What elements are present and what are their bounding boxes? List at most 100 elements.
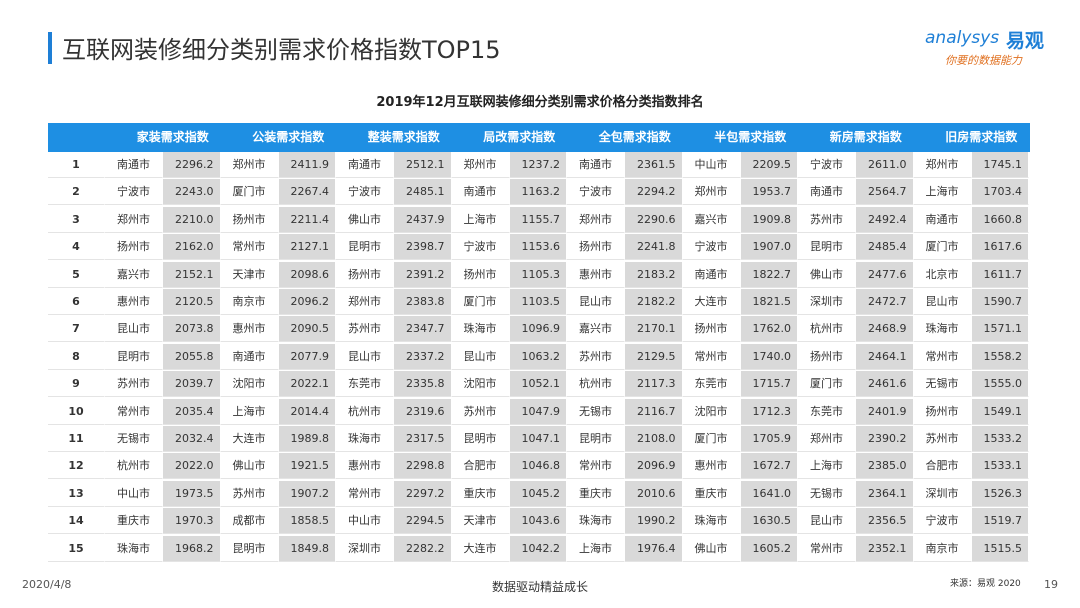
city: 东莞市 xyxy=(336,371,394,398)
city: 重庆市 xyxy=(451,480,510,507)
index-value: 1740.0 xyxy=(740,343,798,370)
footer-slogan: 数据驱动精益成长 xyxy=(491,580,588,594)
index-value: 1105.3 xyxy=(509,261,567,288)
index-value: 1558.2 xyxy=(971,343,1029,370)
index-value: 2129.5 xyxy=(625,343,683,370)
city: 宁波市 xyxy=(682,234,741,261)
city: 昆明市 xyxy=(105,343,163,370)
city: 昆山市 xyxy=(913,289,972,315)
city: 南通市 xyxy=(451,179,510,206)
rank: 4 xyxy=(48,234,105,261)
index-value: 2611.0 xyxy=(856,152,914,178)
city: 重庆市 xyxy=(682,480,741,507)
rank: 15 xyxy=(48,535,105,562)
index-value: 1745.1 xyxy=(971,152,1029,178)
city: 昆明市 xyxy=(220,535,279,562)
index-value: 1973.5 xyxy=(163,480,221,507)
city: 佛山市 xyxy=(798,261,856,288)
index-value: 2391.2 xyxy=(394,261,452,288)
city: 珠海市 xyxy=(336,426,394,452)
index-value: 2096.2 xyxy=(278,289,336,315)
city: 常州市 xyxy=(913,343,972,370)
city: 常州市 xyxy=(105,398,163,425)
city: 珠海市 xyxy=(105,535,163,562)
index-value: 2022.1 xyxy=(278,371,336,398)
index-value: 2182.2 xyxy=(625,289,683,315)
index-value: 1237.2 xyxy=(509,152,567,178)
index-value: 1990.2 xyxy=(625,508,683,535)
index-value: 2117.3 xyxy=(625,371,683,398)
city: 成都市 xyxy=(220,508,279,535)
index-value: 2296.2 xyxy=(163,152,221,178)
city: 扬州市 xyxy=(105,234,163,261)
city: 沈阳市 xyxy=(451,371,510,398)
index-value: 1641.0 xyxy=(740,480,798,507)
city: 厦门市 xyxy=(682,426,741,452)
rank: 9 xyxy=(48,371,105,398)
column-header: 旧房需求指数 xyxy=(945,130,1018,144)
city: 宁波市 xyxy=(105,179,163,206)
city: 无锡市 xyxy=(105,426,163,452)
city: 扬州市 xyxy=(220,206,279,233)
city: 宁波市 xyxy=(336,179,394,206)
city: 扬州市 xyxy=(913,398,972,425)
index-value: 1052.1 xyxy=(509,371,567,398)
logo-brand: analysys xyxy=(925,28,1000,48)
index-value: 1063.2 xyxy=(509,343,567,370)
city: 常州市 xyxy=(336,480,394,507)
city: 大连市 xyxy=(220,426,279,452)
column-header: 公装需求指数 xyxy=(252,130,325,144)
city: 东莞市 xyxy=(798,398,856,425)
logo-slogan: 你要的数据能力 xyxy=(945,54,1022,67)
city: 苏州市 xyxy=(913,426,972,452)
index-value: 1660.8 xyxy=(971,206,1029,233)
city: 合肥市 xyxy=(451,453,510,480)
index-value: 2383.8 xyxy=(394,289,452,315)
city: 昆明市 xyxy=(451,426,510,452)
city: 佛山市 xyxy=(682,535,741,562)
city: 常州市 xyxy=(682,343,741,370)
index-value: 1515.5 xyxy=(971,535,1029,562)
city: 宁波市 xyxy=(913,508,972,535)
city: 郑州市 xyxy=(913,152,972,178)
index-value: 2461.6 xyxy=(856,371,914,398)
index-value: 1672.7 xyxy=(740,453,798,480)
city: 北京市 xyxy=(913,261,972,288)
index-value: 2183.2 xyxy=(625,261,683,288)
city: 郑州市 xyxy=(451,152,510,178)
index-value: 2170.1 xyxy=(625,316,683,343)
index-value: 1907.2 xyxy=(278,480,336,507)
city: 南通市 xyxy=(682,261,741,288)
index-value: 1715.7 xyxy=(740,371,798,398)
city: 宁波市 xyxy=(798,152,856,178)
city: 惠州市 xyxy=(220,316,279,343)
index-value: 1703.4 xyxy=(971,179,1029,206)
index-value: 2243.0 xyxy=(163,179,221,206)
city: 深圳市 xyxy=(913,480,972,507)
column-header: 半包需求指数 xyxy=(714,130,787,144)
index-value: 1611.7 xyxy=(971,261,1029,288)
index-value: 1907.0 xyxy=(740,234,798,261)
city: 昆山市 xyxy=(451,343,510,370)
index-value: 2472.7 xyxy=(856,289,914,315)
city: 惠州市 xyxy=(336,453,394,480)
column-header: 新房需求指数 xyxy=(829,130,902,144)
index-value: 2398.7 xyxy=(394,234,452,261)
index-value: 2209.5 xyxy=(740,152,798,178)
index-value: 1519.7 xyxy=(971,508,1029,535)
index-value: 2297.2 xyxy=(394,480,452,507)
index-value: 1555.0 xyxy=(971,371,1029,398)
rank: 8 xyxy=(48,343,105,370)
index-value: 2485.4 xyxy=(856,234,914,261)
logo-cn: 易观 xyxy=(1006,30,1045,52)
city: 扬州市 xyxy=(798,343,856,370)
index-value: 2096.9 xyxy=(625,453,683,480)
city: 郑州市 xyxy=(336,289,394,315)
city: 深圳市 xyxy=(336,535,394,562)
index-value: 2385.0 xyxy=(856,453,914,480)
index-value: 2039.7 xyxy=(163,371,221,398)
index-value: 1045.2 xyxy=(509,480,567,507)
rank: 14 xyxy=(48,508,105,535)
city: 郑州市 xyxy=(567,206,625,233)
city: 东莞市 xyxy=(682,371,741,398)
